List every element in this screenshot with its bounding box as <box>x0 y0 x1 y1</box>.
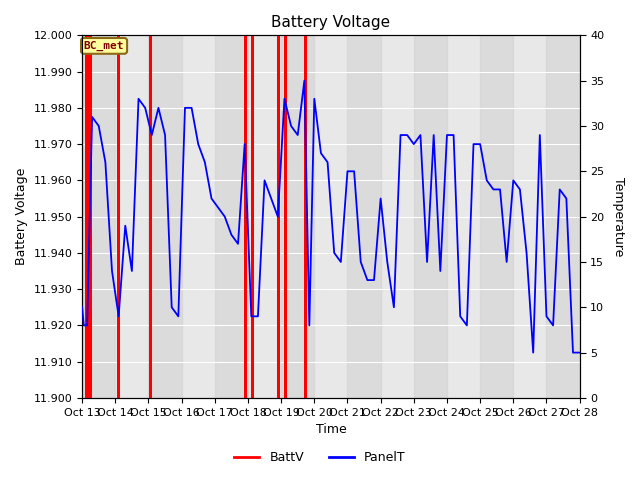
Bar <box>148 36 182 398</box>
Bar <box>547 36 580 398</box>
Bar <box>348 36 381 398</box>
Bar <box>277 36 280 398</box>
Bar <box>480 36 513 398</box>
Bar <box>284 36 287 398</box>
Y-axis label: Temperature: Temperature <box>612 177 625 256</box>
Bar <box>85 36 92 398</box>
Bar <box>251 36 254 398</box>
Title: Battery Voltage: Battery Voltage <box>271 15 390 30</box>
Bar <box>117 36 120 398</box>
Bar <box>82 36 115 398</box>
Bar <box>304 36 307 398</box>
X-axis label: Time: Time <box>316 423 346 436</box>
Text: BC_met: BC_met <box>84 41 124 51</box>
Bar <box>215 36 248 398</box>
Bar <box>281 36 314 398</box>
Y-axis label: Battery Voltage: Battery Voltage <box>15 168 28 265</box>
Bar <box>414 36 447 398</box>
Bar <box>244 36 247 398</box>
Legend: BattV, PanelT: BattV, PanelT <box>229 446 411 469</box>
Bar <box>149 36 152 398</box>
